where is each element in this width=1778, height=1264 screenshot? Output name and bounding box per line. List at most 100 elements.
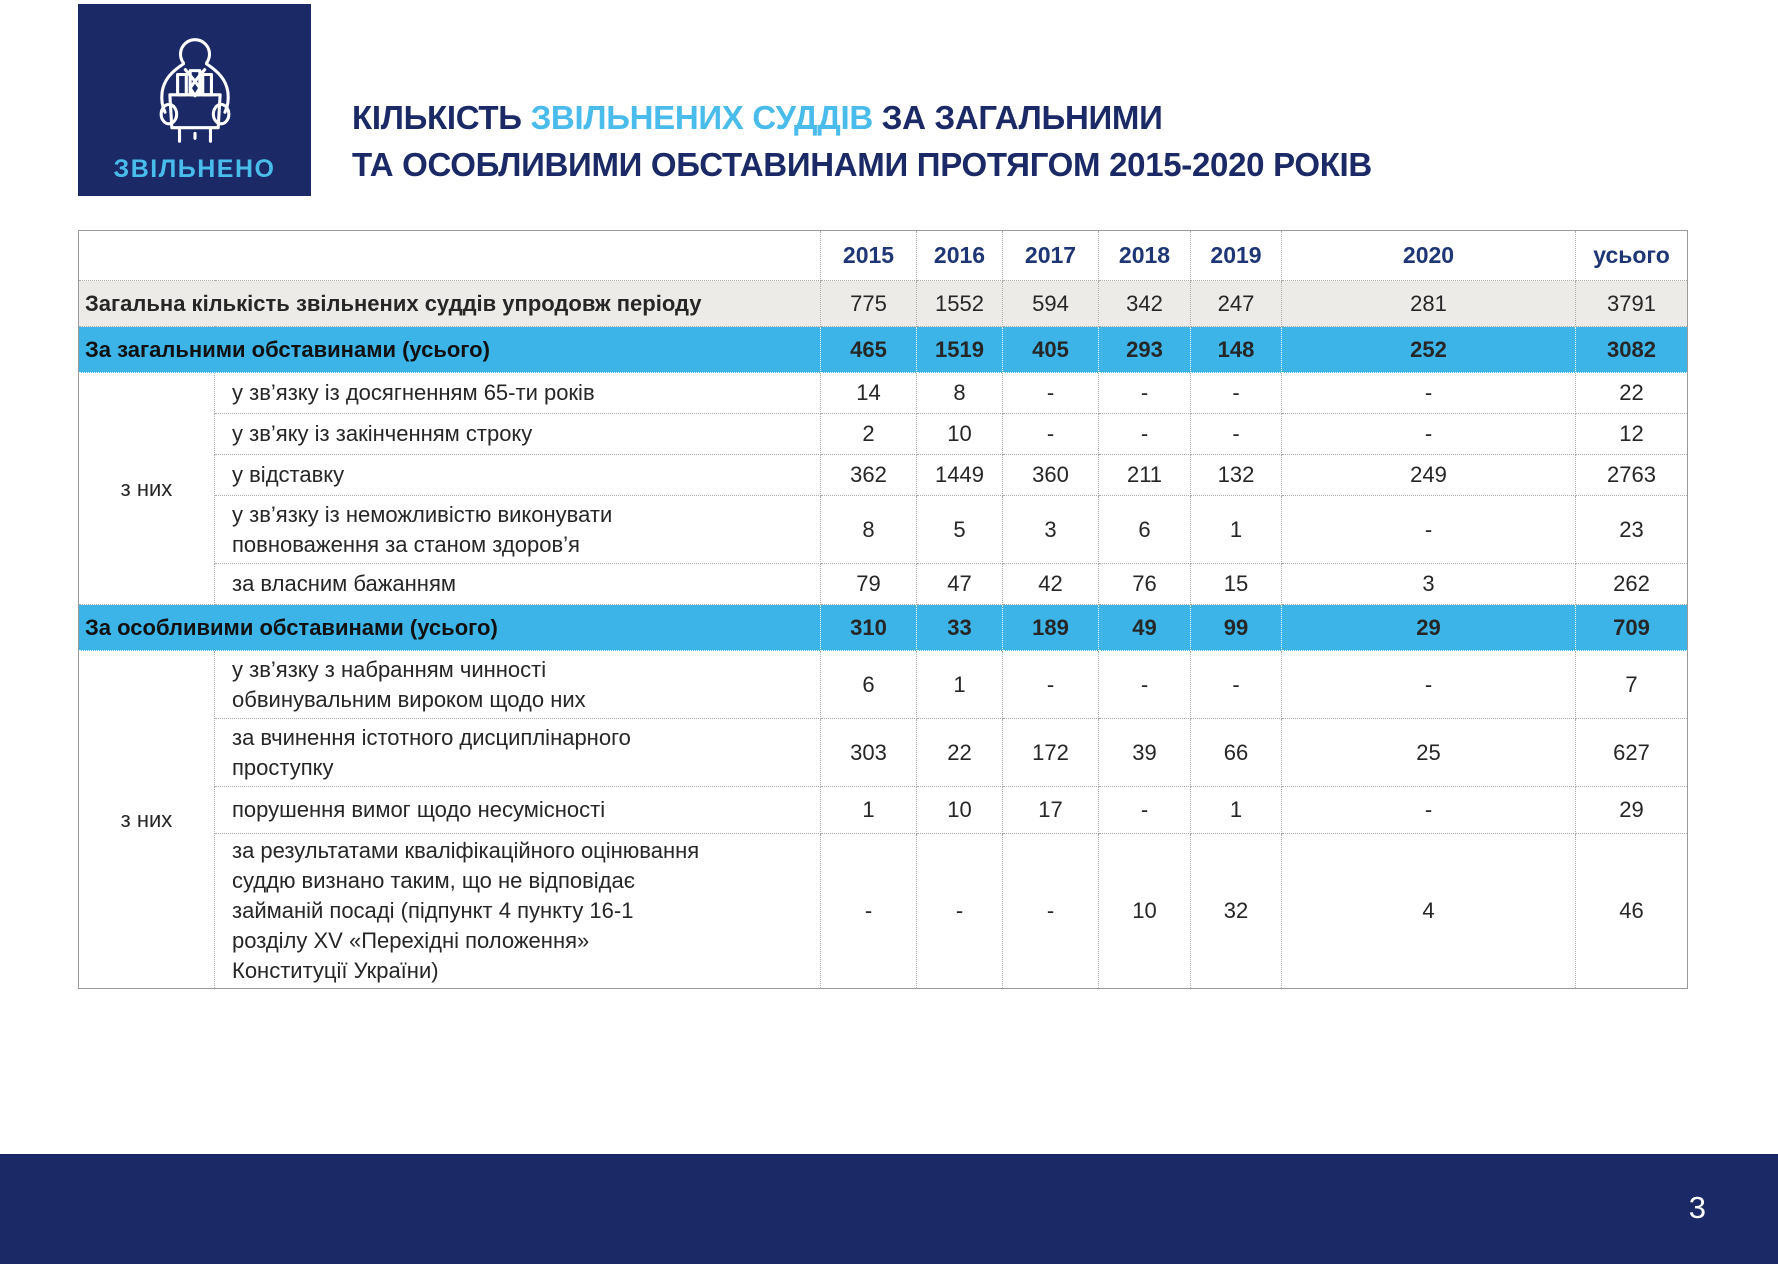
table-row: у зв’язку із неможливістю виконувати пов… [79,495,1688,564]
value-cell: 29 [1281,604,1576,651]
value-cell: 8 [820,495,917,564]
row-label: у зв’яку із закінченням строку [214,413,821,455]
value-cell: 4 [1281,833,1576,989]
value-cell: 303 [820,718,917,787]
value-cell: 99 [1190,604,1282,651]
row-label: за вчинення істотного дисциплінарного пр… [214,718,821,787]
value-cell: - [1098,650,1191,719]
value-cell: 1 [1190,495,1282,564]
logo-label: ЗВІЛЬНЕНО [113,155,276,183]
value-cell: - [820,833,917,989]
judges-table: 2015 2016 2017 2018 2019 2020 усього Загальна … [78,230,1688,989]
value-cell: 465 [820,326,917,373]
col-header-year: 2017 [1002,230,1099,281]
value-cell: 79 [820,563,917,605]
value-cell: - [1098,413,1191,455]
footer-bar: 3 [0,1154,1778,1264]
header-row: 2015 2016 2017 2018 2019 2020 усього [78,230,1688,281]
value-cell: 627 [1575,718,1688,787]
value-cell: 42 [1002,563,1099,605]
value-cell: 17 [1002,786,1099,834]
dismissed-person-with-box-icon [136,31,254,155]
title-line-1: КІЛЬКІСТЬ ЗВІЛЬНЕНИХ СУДДІВ ЗА ЗАГАЛЬНИМ… [352,99,1163,136]
value-cell: 1552 [916,280,1003,327]
value-cell: 39 [1098,718,1191,787]
value-cell: 247 [1190,280,1282,327]
row-label: порушення вимог щодо несумісності [214,786,821,834]
table-row: за результатами кваліфікаційного оцінюва… [79,833,1688,989]
value-cell: 15 [1190,563,1282,605]
value-cell: 47 [916,563,1003,605]
value-cell: 281 [1281,280,1576,327]
value-cell: 360 [1002,454,1099,496]
col-header-year: 2016 [916,230,1003,281]
value-cell: 3082 [1575,326,1688,373]
value-cell: 405 [1002,326,1099,373]
value-cell: 211 [1098,454,1191,496]
value-cell: 6 [1098,495,1191,564]
table-row: За загальними обставинами (усього) 465 151… [78,326,1688,373]
col-header-total: усього [1575,230,1688,281]
value-cell: 49 [1098,604,1191,651]
value-cell: 29 [1575,786,1688,834]
table-row: за власним бажанням 79 47 42 76 15 3 262 [79,563,1688,605]
value-cell: 709 [1575,604,1688,651]
value-cell: 32 [1190,833,1282,989]
logo-box: ЗВІЛЬНЕНО [78,4,311,196]
value-cell: - [1098,372,1191,414]
value-cell: - [1190,372,1282,414]
row-label: у зв’язку із досягненням 65-ти років [214,372,821,414]
value-cell: 25 [1281,718,1576,787]
row-label: За загальними обставинами (усього) [78,326,821,373]
value-cell: 8 [916,372,1003,414]
value-cell: 66 [1190,718,1282,787]
table-row: у відставку 362 1449 360 211 132 249 2763 [79,454,1688,496]
value-cell: 172 [1002,718,1099,787]
row-label: За особливими обставинами (усього) [78,604,821,651]
value-cell: - [1281,650,1576,719]
group-label: з них [78,372,215,605]
value-cell: 148 [1190,326,1282,373]
value-cell: 132 [1190,454,1282,496]
value-cell: - [1281,413,1576,455]
group-label: з них [78,650,215,989]
col-header-year: 2015 [820,230,917,281]
value-cell: 6 [820,650,917,719]
value-cell: - [1098,786,1191,834]
value-cell: 5 [916,495,1003,564]
value-cell: 775 [820,280,917,327]
row-label: за власним бажанням [214,563,821,605]
value-cell: 22 [1575,372,1688,414]
col-header-year: 2020 [1281,230,1576,281]
table-row: з них у зв’язку з набранням чинності обви… [78,650,1688,989]
value-cell: 76 [1098,563,1191,605]
value-cell: - [1190,650,1282,719]
value-cell: 10 [1098,833,1191,989]
value-cell: - [1281,786,1576,834]
page-number: 3 [1688,1190,1706,1225]
value-cell: 342 [1098,280,1191,327]
value-cell: 23 [1575,495,1688,564]
value-cell: 1 [1190,786,1282,834]
value-cell: 262 [1575,563,1688,605]
value-cell: 1449 [916,454,1003,496]
value-cell: 252 [1281,326,1576,373]
value-cell: 249 [1281,454,1576,496]
value-cell: 2763 [1575,454,1688,496]
value-cell: 3 [1281,563,1576,605]
row-label: у зв’язку із неможливістю виконувати пов… [214,495,821,564]
row-label: у зв’язку з набранням чинності обвинувал… [214,650,821,719]
value-cell: 594 [1002,280,1099,327]
value-cell: - [1002,833,1099,989]
value-cell: 2 [820,413,917,455]
col-header-year: 2018 [1098,230,1191,281]
value-cell: 10 [916,413,1003,455]
value-cell: 33 [916,604,1003,651]
col-header-year: 2019 [1190,230,1282,281]
value-cell: 310 [820,604,917,651]
value-cell: 1519 [916,326,1003,373]
value-cell: 1 [916,650,1003,719]
value-cell: 14 [820,372,917,414]
value-cell: - [1002,650,1099,719]
